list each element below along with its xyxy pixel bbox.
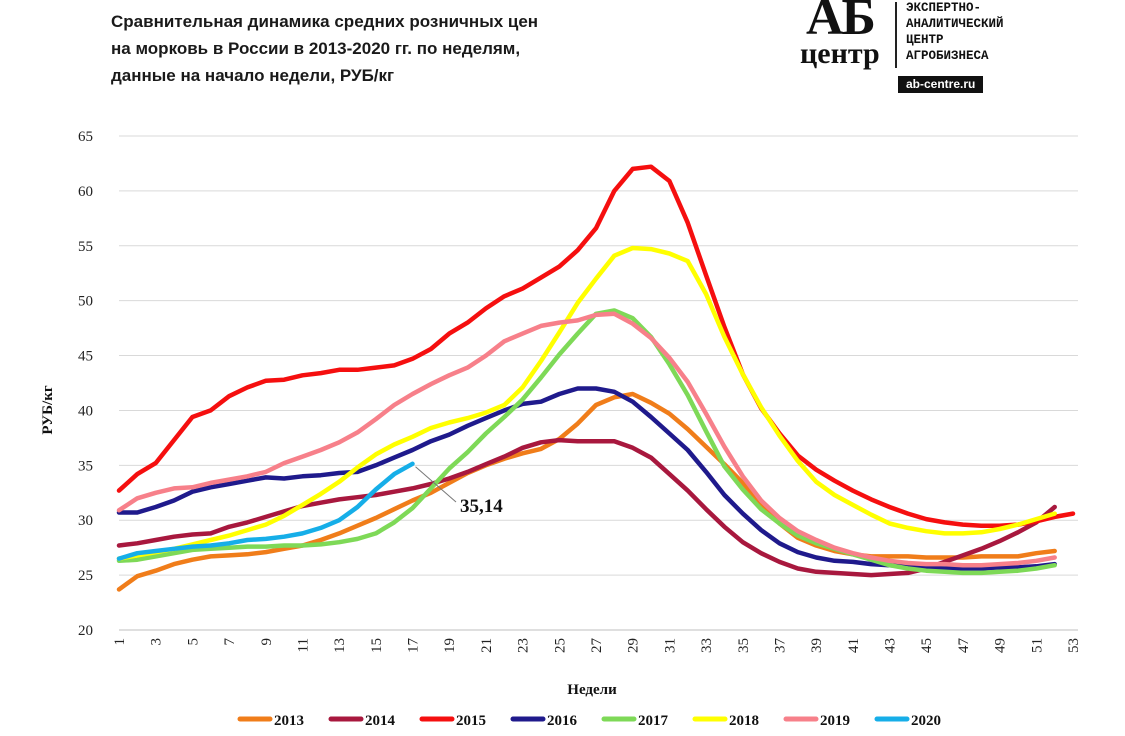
legend-label-2018: 2018 (729, 713, 759, 729)
y-tick-label-30: 30 (78, 513, 93, 529)
x-tick-label-9: 9 (259, 638, 275, 646)
legend-label-2017: 2017 (638, 713, 669, 729)
logo-caption: ЭКСПЕРТНО- АНАЛИТИЧЕСКИЙ ЦЕНТР АГРОБИЗНЕ… (906, 0, 1004, 64)
x-tick-label-7: 7 (222, 638, 238, 646)
legend-label-2019: 2019 (820, 713, 850, 729)
y-tick-label-50: 50 (78, 294, 93, 310)
x-tick-label-3: 3 (149, 638, 165, 646)
x-tick-label-27: 27 (589, 638, 605, 654)
x-tick-label-11: 11 (295, 638, 311, 652)
series-line-2014 (116, 437, 1057, 578)
y-tick-label-55: 55 (78, 239, 93, 255)
x-tick-label-15: 15 (369, 638, 385, 653)
x-tick-label-35: 35 (736, 638, 752, 653)
x-tick-label-23: 23 (516, 638, 532, 653)
legend-label-2016: 2016 (547, 713, 578, 729)
legend-label-2015: 2015 (456, 713, 486, 729)
logo-caption-line-1: ЭКСПЕРТНО- (906, 1, 982, 15)
logo-url[interactable]: ab-centre.ru (898, 76, 984, 93)
x-tick-label-17: 17 (406, 638, 422, 654)
logo-caption-line-4: АГРОБИЗНЕСА (906, 49, 989, 63)
x-tick-label-1: 1 (112, 638, 128, 646)
x-tick-label-13: 13 (332, 638, 348, 653)
x-tick-label-19: 19 (442, 638, 458, 653)
series-line-2013 (116, 391, 1057, 592)
x-tick-label-5: 5 (185, 638, 201, 646)
title-line-1: Сравнительная динамика средних розничных… (111, 12, 539, 31)
series-line-2017 (116, 308, 1057, 576)
legend-label-2014: 2014 (365, 713, 396, 729)
series-line-2018 (116, 245, 1057, 561)
annotation-layer: 35,14 (415, 466, 503, 517)
series-line-2019 (116, 311, 1057, 568)
y-tick-label-45: 45 (78, 349, 93, 365)
chart-title: Сравнительная динамика средних розничных… (111, 8, 671, 89)
legend-label-2013: 2013 (274, 713, 304, 729)
ab-centre-logo: АБ центр ЭКСПЕРТНО- АНАЛИТИЧЕСКИЙ ЦЕНТР … (800, 0, 1090, 94)
x-tick-label-29: 29 (626, 638, 642, 653)
logo-ab-mark: АБ (806, 0, 876, 46)
y-axis-ticks: 20 25 30 35 40 45 50 55 60 65 (78, 129, 93, 639)
x-tick-label-53: 53 (1066, 638, 1082, 653)
logo-center-word: центр (800, 37, 880, 70)
y-tick-label-65: 65 (78, 129, 93, 145)
logo-caption-line-2: АНАЛИТИЧЕСКИЙ (906, 17, 1004, 31)
x-tick-label-39: 39 (809, 638, 825, 653)
y-tick-label-25: 25 (78, 568, 93, 584)
annotation-leader-line (415, 466, 457, 503)
series-line-2015 (116, 164, 1076, 528)
legend: 2013 2014 2015 2016 2017 2018 2019 2020 (237, 713, 941, 729)
series-lines (116, 164, 1076, 592)
x-tick-label-45: 45 (919, 638, 935, 653)
title-line-3: данные на начало недели, РУБ/кг (111, 66, 395, 85)
logo-caption-line-3: ЦЕНТР (906, 33, 944, 47)
y-tick-label-60: 60 (78, 184, 93, 200)
annotation-label: 35,14 (460, 496, 503, 517)
x-tick-label-51: 51 (1029, 638, 1045, 653)
x-tick-label-41: 41 (846, 638, 862, 653)
title-line-2: на морковь в России в 2013-2020 гг. по н… (111, 39, 521, 58)
x-tick-label-37: 37 (772, 638, 788, 654)
y-tick-label-40: 40 (78, 403, 93, 419)
series-line-2020 (116, 461, 415, 561)
x-axis-ticks: 1 3 5 7 9 11 13 15 17 19 21 23 25 27 29 31 33 35 37 39 41 43 4… (112, 638, 1082, 654)
logo-divider (895, 2, 897, 68)
legend-label-2020: 2020 (911, 713, 941, 729)
y-axis-label: РУБ/кг (40, 385, 56, 435)
x-tick-label-47: 47 (956, 638, 972, 654)
y-tick-label-20: 20 (78, 623, 93, 639)
x-axis-label: Недели (567, 682, 617, 698)
y-tick-label-35: 35 (78, 458, 93, 474)
x-tick-label-25: 25 (552, 638, 568, 653)
x-tick-label-33: 33 (699, 638, 715, 653)
x-tick-label-21: 21 (479, 638, 495, 653)
x-tick-label-31: 31 (662, 638, 678, 653)
x-tick-label-43: 43 (883, 638, 899, 653)
x-tick-label-49: 49 (993, 638, 1009, 653)
